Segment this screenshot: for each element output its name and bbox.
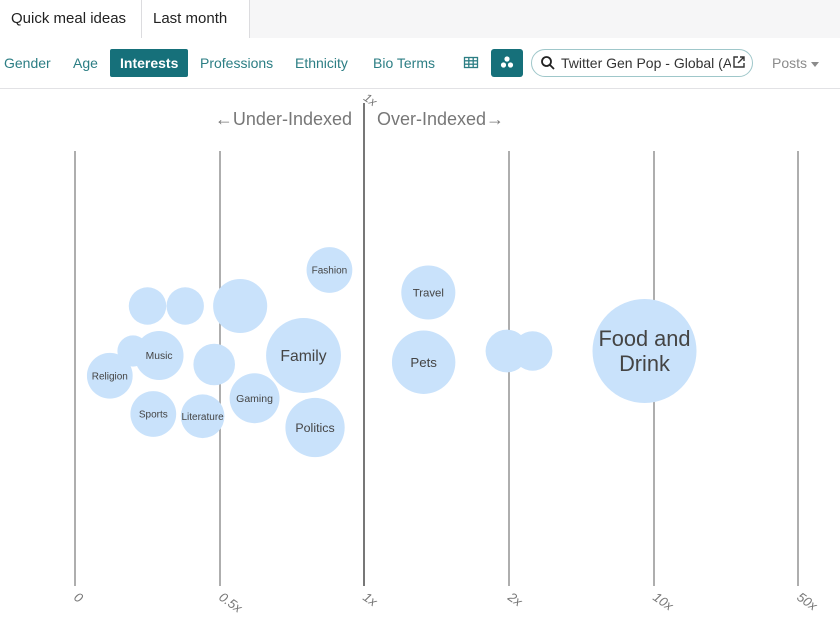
axis-tick-label: 10x bbox=[650, 589, 676, 614]
interest-bubble[interactable]: Literature bbox=[180, 394, 225, 439]
interest-bubble-circle[interactable] bbox=[391, 330, 456, 394]
interest-bubble-label: Religion bbox=[92, 371, 128, 382]
bubble-chart-icon bbox=[500, 56, 514, 68]
interest-bubble-label: Music bbox=[146, 351, 173, 362]
interest-bubble[interactable] bbox=[128, 287, 167, 325]
tab-gender-label: Gender bbox=[4, 55, 51, 71]
over-indexed-label: Over-Indexed→ bbox=[377, 109, 504, 129]
interest-bubble-circle[interactable] bbox=[193, 343, 235, 386]
interest-bubble[interactable]: Pets bbox=[391, 330, 456, 394]
interest-bubble[interactable]: Travel bbox=[401, 265, 456, 320]
interest-bubble-label: Food and Drink bbox=[598, 326, 690, 376]
interest-bubble-label: Literature bbox=[181, 412, 224, 423]
axis-tick-label: 1x bbox=[360, 589, 380, 609]
external-link-icon[interactable] bbox=[732, 55, 746, 69]
axis-tick-label: 0 bbox=[71, 589, 86, 606]
interest-bubble-circle[interactable] bbox=[285, 397, 345, 458]
interest-bubble-label: Pets bbox=[410, 355, 437, 370]
interest-bubble-label: Fashion bbox=[312, 266, 348, 277]
axis-tick-label: 2x bbox=[504, 589, 525, 610]
interest-bubble[interactable]: Sports bbox=[130, 391, 177, 437]
metric-dropdown-label: Posts bbox=[772, 55, 808, 71]
interest-bubble-circle[interactable] bbox=[86, 352, 133, 399]
interest-bubble-circle[interactable] bbox=[266, 318, 341, 393]
interest-bubble[interactable]: Religion bbox=[86, 352, 133, 399]
project-title[interactable]: Quick meal ideas bbox=[0, 0, 142, 38]
tab-age[interactable]: Age bbox=[63, 49, 108, 77]
tab-professions-label: Professions bbox=[200, 55, 274, 71]
axis-tick-label: 50x bbox=[794, 589, 820, 614]
caret-down-icon bbox=[811, 61, 820, 67]
tab-ethnicity[interactable]: Ethnicity bbox=[285, 49, 358, 77]
axis-tick-label: 0.5x bbox=[216, 589, 245, 616]
under-indexed-label: ←Under-Indexed bbox=[215, 109, 352, 129]
interest-bubble[interactable]: Family bbox=[266, 318, 341, 393]
interest-bubble[interactable] bbox=[512, 331, 553, 371]
top-bar: Quick meal ideas Last month bbox=[0, 0, 840, 60]
interest-bubble[interactable]: Music bbox=[134, 331, 184, 380]
tab-ethnicity-label: Ethnicity bbox=[295, 55, 348, 71]
tab-gender[interactable]: Gender bbox=[0, 49, 61, 77]
interest-bubble-circle[interactable] bbox=[128, 287, 167, 325]
interest-bubble-label: Sports bbox=[139, 410, 168, 421]
interest-bubble-circle[interactable] bbox=[229, 373, 280, 424]
interest-bubble-circle[interactable] bbox=[401, 265, 456, 320]
period-dropdown[interactable]: Last month bbox=[142, 0, 250, 60]
period-dropdown-label: Last month bbox=[153, 10, 228, 27]
interest-bubble-circle[interactable] bbox=[512, 331, 553, 371]
interest-bubble-circle[interactable] bbox=[213, 278, 268, 334]
interest-bubble[interactable]: Gaming bbox=[229, 373, 280, 424]
demographics-tab-bar: Gender Age Interests Professions Ethnici… bbox=[0, 38, 840, 89]
interest-bubble-circle[interactable] bbox=[130, 391, 177, 437]
interest-bubble-label: Politics bbox=[295, 421, 334, 435]
interest-bubble[interactable] bbox=[213, 278, 268, 334]
tab-professions[interactable]: Professions bbox=[190, 49, 283, 77]
interest-bubble-circle[interactable] bbox=[180, 394, 225, 439]
project-title-text: Quick meal ideas bbox=[11, 10, 127, 27]
tab-bio-terms[interactable]: Bio Terms bbox=[363, 49, 445, 77]
tab-interests[interactable]: Interests bbox=[110, 49, 189, 77]
interest-bubble-circle[interactable] bbox=[592, 299, 697, 403]
interest-bubble[interactable]: Food and Drink bbox=[592, 299, 697, 403]
tab-interests-label: Interests bbox=[120, 55, 179, 71]
interest-bubble[interactable]: Politics bbox=[285, 397, 345, 458]
interest-bubble[interactable] bbox=[193, 343, 235, 386]
tab-bio-terms-label: Bio Terms bbox=[373, 55, 435, 71]
table-view-button[interactable] bbox=[455, 49, 487, 77]
interest-bubble-circle[interactable] bbox=[306, 247, 353, 293]
interests-bubble-chart: 0 0.5x 1x 2x 10x 50x Fashion Music Family Religi… bbox=[0, 89, 840, 620]
interest-bubble-circle[interactable] bbox=[134, 331, 184, 380]
bubble-chart-svg: 0 0.5x 1x 2x 10x 50x Fashion Music Family Religi… bbox=[71, 90, 820, 616]
interest-bubble-label: Travel bbox=[413, 288, 444, 300]
audience-search-value: Twitter Gen Pop - Global (A bbox=[561, 55, 731, 71]
interest-bubble-circle[interactable] bbox=[166, 287, 204, 325]
table-grid-icon bbox=[463, 56, 479, 69]
interest-bubble[interactable] bbox=[166, 287, 204, 325]
metric-dropdown[interactable]: Posts bbox=[772, 49, 820, 77]
interest-bubble-label: Gaming bbox=[236, 393, 273, 405]
bubble-view-button[interactable] bbox=[491, 49, 523, 77]
interest-bubble-label: Family bbox=[280, 348, 326, 365]
interest-bubble[interactable]: Fashion bbox=[306, 247, 353, 293]
search-icon bbox=[541, 56, 555, 70]
tab-age-label: Age bbox=[73, 55, 98, 71]
audience-search[interactable]: Twitter Gen Pop - Global (A bbox=[531, 49, 753, 77]
